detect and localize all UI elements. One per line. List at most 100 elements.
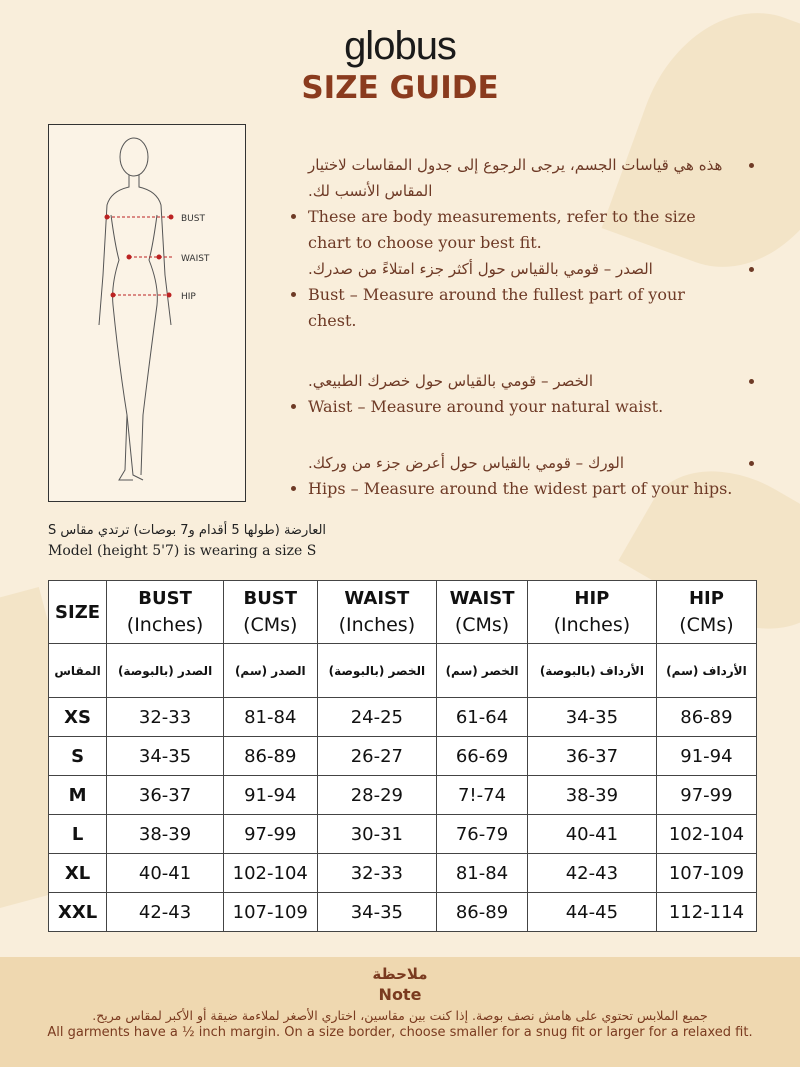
column-header-unit: (CMs): [454, 614, 510, 636]
value-cell: 28-29: [316, 775, 438, 815]
column-header-name: SIZE: [55, 601, 101, 623]
instruction-ar: الصدر – قومي بالقياس حول أكثر جزء امتلاء…: [308, 256, 738, 282]
size-cell: L: [47, 814, 108, 854]
value-cell: 86-89: [655, 697, 758, 737]
value-cell: 76-79: [436, 814, 528, 854]
measurement-instructions: هذه هي قياسات الجسم، يرجى الرجوع إلى جدو…: [288, 152, 738, 502]
table-row: XL 40-41 102-104 32-33 81-84 42-43 107-109: [47, 853, 758, 893]
column-header: BUST (Inches): [106, 580, 224, 644]
size-cell: XXL: [47, 892, 108, 932]
body-outline-icon: BUST WAIST HIP: [98, 137, 210, 481]
column-header-ar: الأرداف (سم): [655, 643, 758, 698]
note-title-en: Note: [378, 985, 422, 1004]
value-cell: 112-114: [655, 892, 758, 932]
value-cell: 32-33: [316, 853, 438, 893]
model-caption-ar: العارضة (طولها 5 أقدام و7 بوصات) ترتدي م…: [48, 523, 327, 538]
column-header-ar: الأرداف (بالبوصة): [526, 643, 657, 698]
column-header-ar: الصدر (بالبوصة): [106, 643, 224, 698]
value-cell: 36-37: [106, 775, 224, 815]
column-header-ar: الخصر (بالبوصة): [316, 643, 438, 698]
model-caption: العارضة (طولها 5 أقدام و7 بوصات) ترتدي م…: [48, 520, 326, 562]
column-header-name: HIP: [688, 588, 724, 609]
body-figure: BUST WAIST HIP: [48, 124, 246, 502]
note-text-ar: جميع الملابس تحتوي على هامش نصف بوصة. إذ…: [92, 1008, 708, 1023]
value-cell: 91-94: [223, 775, 318, 815]
value-cell: 30-31: [316, 814, 438, 854]
column-header: BUST (CMs): [223, 580, 318, 644]
column-header-name: BUST: [138, 588, 192, 609]
value-cell: 102-104: [223, 853, 318, 893]
column-header-ar: المقاس: [47, 643, 108, 698]
table-row: M 36-37 91-94 28-29 7!-74 38-39 97-99: [47, 775, 758, 815]
instruction-ar: هذه هي قياسات الجسم، يرجى الرجوع إلى جدو…: [308, 152, 738, 204]
column-header: WAIST (CMs): [436, 580, 528, 644]
column-header: HIP (Inches): [526, 580, 657, 644]
value-cell: 107-109: [655, 853, 758, 893]
table-row: S 34-35 86-89 26-27 66-69 36-37 91-94: [47, 736, 758, 776]
instruction-ar: الورك – قومي بالقياس حول أعرض جزء من ورك…: [308, 450, 738, 476]
instruction-en: Waist – Measure around your natural wais…: [308, 394, 738, 420]
brand-logo: globus: [344, 24, 457, 68]
value-cell: 66-69: [436, 736, 528, 776]
column-header-name: BUST: [243, 588, 298, 609]
value-cell: 97-99: [223, 814, 318, 854]
column-header-ar: الصدر (سم): [223, 643, 318, 698]
size-table: SIZE BUST (Inches) BUST (CMs) WAIST (Inches) WA…: [47, 580, 758, 932]
note-title-ar: ملاحظة: [372, 965, 428, 983]
bust-label: BUST: [181, 214, 205, 224]
value-cell: 86-89: [436, 892, 528, 932]
value-cell: 36-37: [526, 736, 657, 776]
column-header-name: HIP: [574, 588, 610, 609]
column-header: SIZE: [47, 580, 108, 644]
value-cell: 81-84: [436, 853, 528, 893]
instruction-ar: الخصر – قومي بالقياس حول خصرك الطبيعي.: [308, 368, 738, 394]
table-row: L 38-39 97-99 30-31 76-79 40-41 102-104: [47, 814, 758, 854]
column-header: HIP (CMs): [655, 580, 758, 644]
value-cell: 38-39: [526, 775, 657, 815]
instruction-en: These are body measurements, refer to th…: [308, 204, 738, 256]
value-cell: 24-25: [316, 697, 438, 737]
column-header-unit: (CMs): [243, 614, 298, 636]
instruction-en: Bust – Measure around the fullest part o…: [308, 282, 738, 334]
value-cell: 86-89: [223, 736, 318, 776]
hip-label: HIP: [181, 292, 196, 302]
column-header-name: WAIST: [344, 588, 410, 609]
size-cell: XL: [47, 853, 108, 893]
column-header-unit: (Inches): [553, 614, 631, 636]
table-row: XXL 42-43 107-109 34-35 86-89 44-45 112-114: [47, 892, 758, 932]
waist-label: WAIST: [181, 254, 210, 264]
column-header-name: WAIST: [449, 588, 515, 609]
column-header-ar: الخصر (سم): [436, 643, 528, 698]
table-row: XS 32-33 81-84 24-25 61-64 34-35 86-89: [47, 697, 758, 737]
size-cell: M: [47, 775, 108, 815]
value-cell: 40-41: [106, 853, 224, 893]
column-header-unit: (CMs): [679, 614, 734, 636]
column-header-unit: (Inches): [126, 614, 204, 636]
value-cell: 42-43: [106, 892, 224, 932]
value-cell: 34-35: [526, 697, 657, 737]
value-cell: 7!-74: [436, 775, 528, 815]
page-title: SIZE GUIDE: [301, 70, 499, 106]
size-cell: XS: [47, 697, 108, 737]
value-cell: 34-35: [316, 892, 438, 932]
value-cell: 44-45: [526, 892, 657, 932]
model-caption-en: Model (height 5'7) is wearing a size S: [48, 543, 317, 559]
value-cell: 32-33: [106, 697, 224, 737]
value-cell: 91-94: [655, 736, 758, 776]
note-text-en: All garments have a ½ inch margin. On a …: [47, 1025, 753, 1040]
value-cell: 61-64: [436, 697, 528, 737]
value-cell: 97-99: [655, 775, 758, 815]
value-cell: 34-35: [106, 736, 224, 776]
value-cell: 42-43: [526, 853, 657, 893]
value-cell: 26-27: [316, 736, 438, 776]
value-cell: 38-39: [106, 814, 224, 854]
table-header-row: SIZE BUST (Inches) BUST (CMs) WAIST (Inches) WA…: [47, 580, 758, 644]
column-header: WAIST (Inches): [316, 580, 438, 644]
value-cell: 81-84: [223, 697, 318, 737]
value-cell: 107-109: [223, 892, 318, 932]
size-cell: S: [47, 736, 108, 776]
value-cell: 40-41: [526, 814, 657, 854]
instruction-en: Hips – Measure around the widest part of…: [308, 476, 738, 502]
note-section: ملاحظة Note جميع الملابس تحتوي على هامش …: [0, 957, 800, 1067]
value-cell: 102-104: [655, 814, 758, 854]
